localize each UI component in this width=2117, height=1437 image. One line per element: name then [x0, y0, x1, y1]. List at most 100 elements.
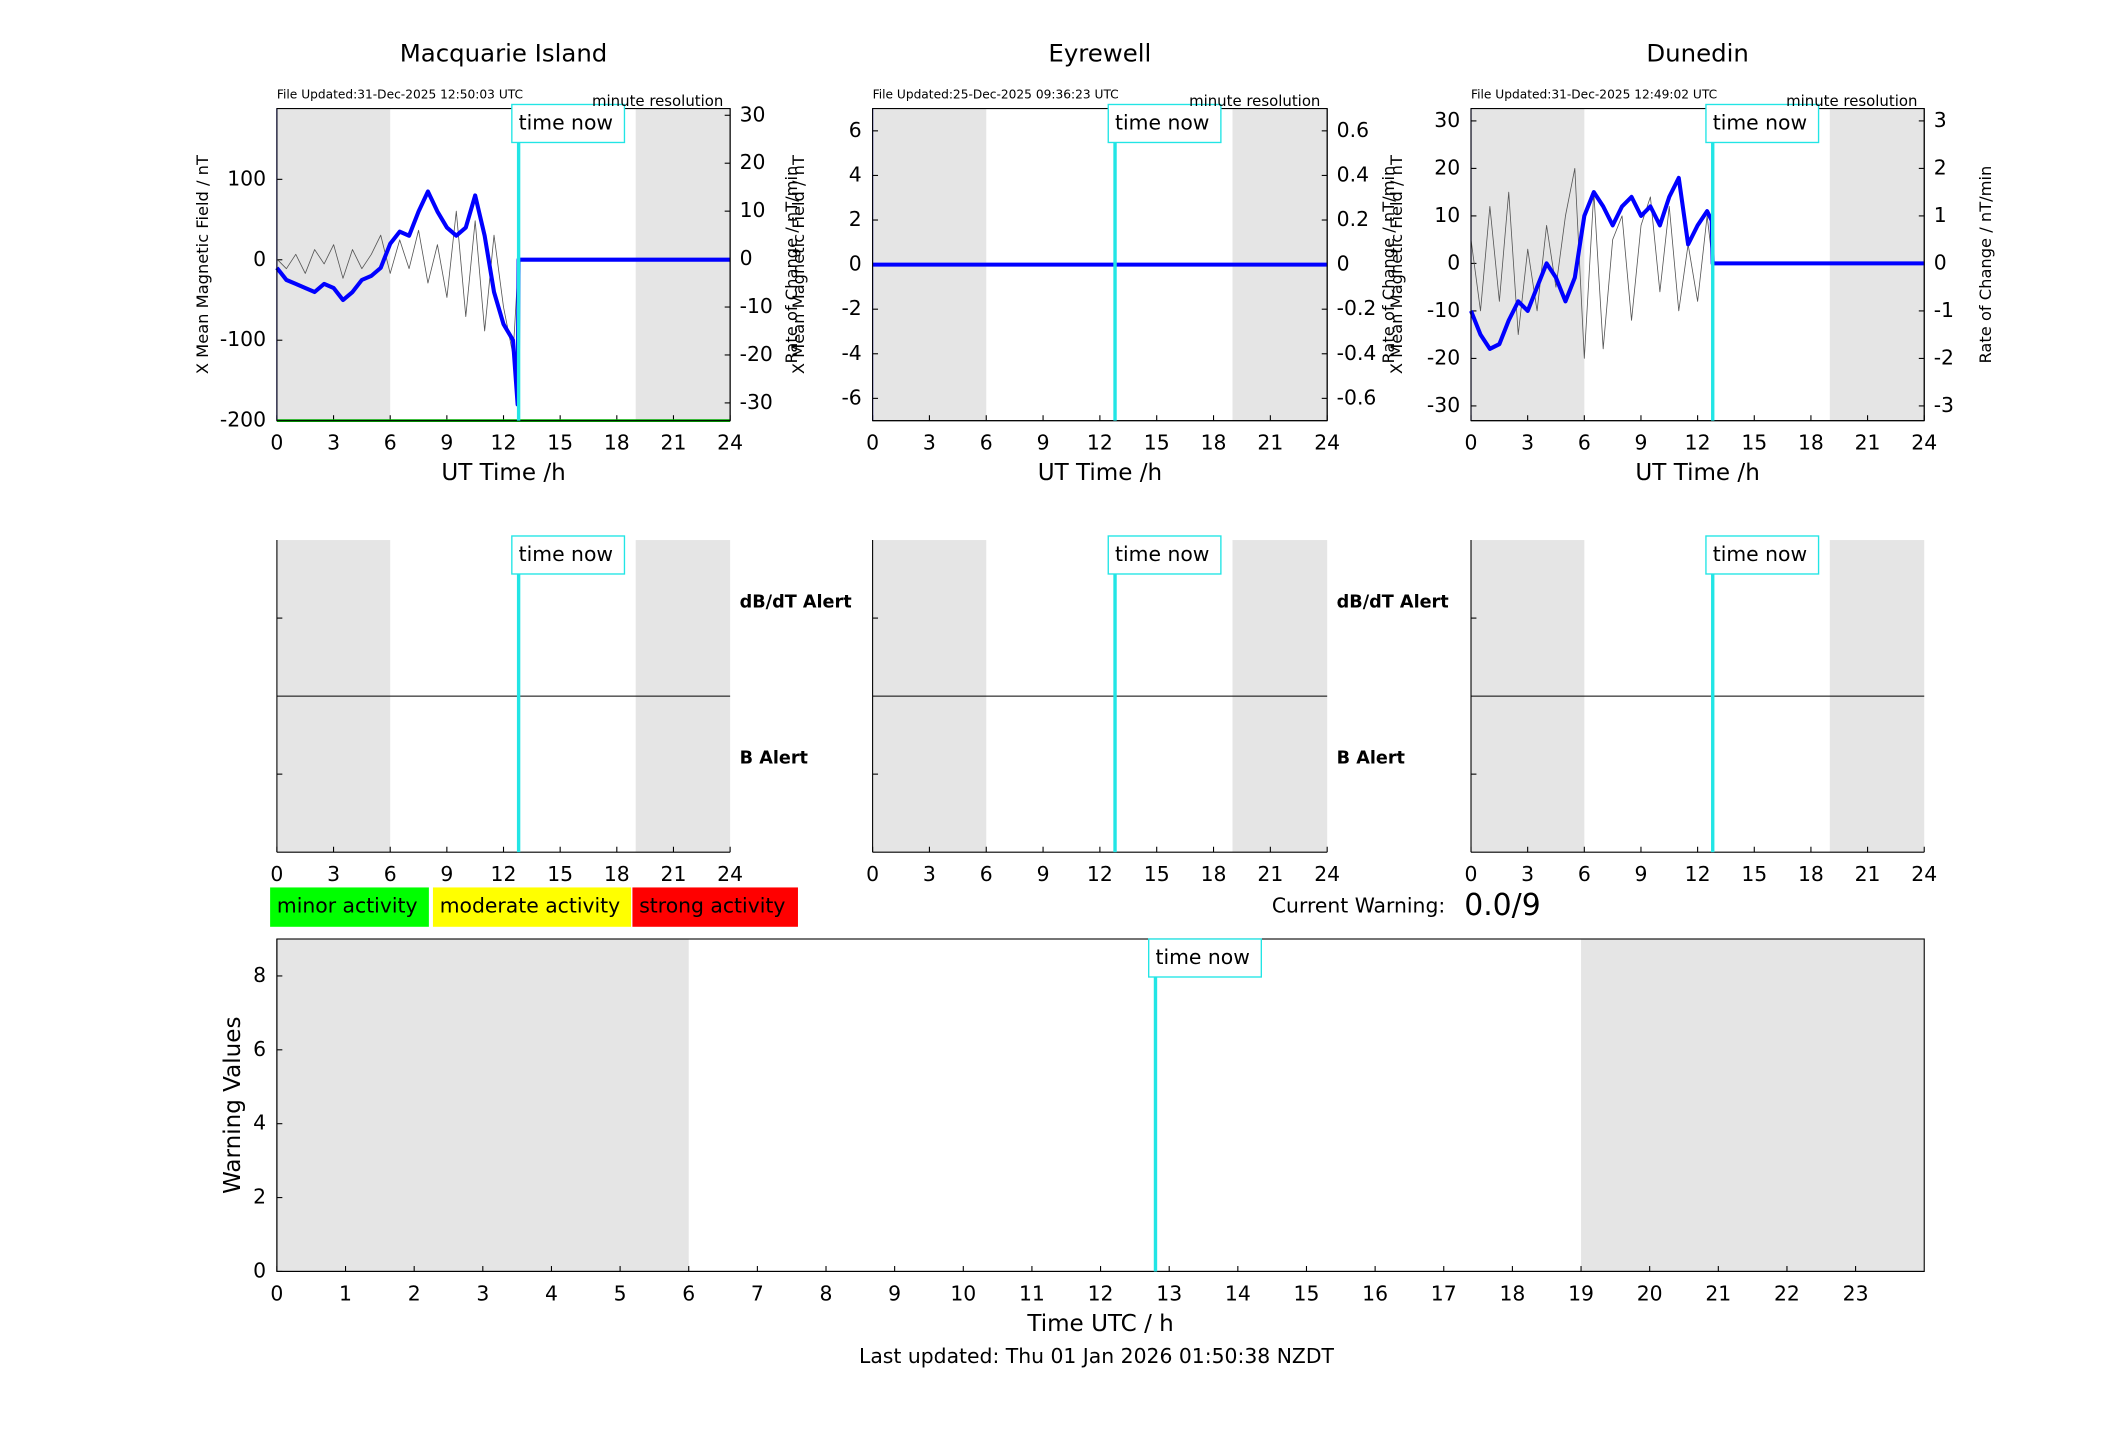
- x-tick-label: 3: [327, 862, 340, 886]
- current-warning-value: 0.0/9: [1464, 888, 1541, 923]
- x-tick-label: 16: [1362, 1282, 1388, 1306]
- resolution-note: minute resolution: [1786, 92, 1917, 110]
- x-tick-label: 6: [1578, 862, 1591, 886]
- y2-tick-label: -2: [1934, 345, 1954, 369]
- x-tick-label: 21: [661, 862, 687, 886]
- y2-axis-label: Rate of Change / nT/min: [1976, 166, 1995, 364]
- x-tick-label: 3: [476, 1282, 489, 1306]
- y-tick-label: 0: [253, 1258, 266, 1282]
- panel-title: Dunedin: [1646, 38, 1749, 67]
- x-tick-label: 9: [440, 862, 453, 886]
- time-now-label: time now: [1115, 110, 1209, 134]
- x-tick-label: 1: [339, 1282, 352, 1306]
- resolution-note: minute resolution: [592, 92, 723, 110]
- x-axis-label: Time UTC / h: [1026, 1311, 1173, 1337]
- y2-tick-label: -3: [1934, 393, 1954, 417]
- x-tick-label: 21: [1257, 862, 1283, 886]
- x-tick-label: 18: [1798, 431, 1824, 455]
- file-updated: File Updated:25-Dec-2025 09:36:23 UTC: [873, 87, 1119, 101]
- y-axis-label: X Mean Magnetic Field / nT: [1387, 155, 1406, 374]
- y2-tick-label: -0.6: [1337, 385, 1377, 409]
- y-tick-label: 4: [253, 1111, 266, 1135]
- y2-tick-label: -0.2: [1337, 296, 1377, 320]
- night-shading: [276, 939, 689, 1272]
- y2-tick-label: 0: [740, 246, 753, 270]
- y-tick-label: -4: [841, 341, 861, 365]
- x-tick-label: 10: [950, 1282, 976, 1306]
- plot-frame: [1470, 108, 1925, 422]
- x-tick-label: 19: [1568, 1282, 1594, 1306]
- y-tick-label: 4: [849, 162, 862, 186]
- y2-tick-label: 10: [740, 198, 766, 222]
- y-tick-label: -6: [841, 385, 861, 409]
- panel-title: Macquarie Island: [400, 38, 608, 67]
- x-tick-label: 21: [1855, 862, 1881, 886]
- x-tick-label: 0: [270, 862, 283, 886]
- x-tick-label: 15: [1741, 862, 1767, 886]
- y-tick-label: 2: [849, 207, 862, 231]
- x-tick-label: 0: [866, 431, 879, 455]
- x-tick-label: 15: [1144, 862, 1170, 886]
- x-tick-label: 12: [1087, 862, 1113, 886]
- activity-swatch: [270, 887, 429, 927]
- x-tick-label: 9: [888, 1282, 901, 1306]
- x-tick-label: 9: [1037, 862, 1050, 886]
- x-tick-label: 24: [717, 431, 743, 455]
- y2-tick-label: 0: [1337, 252, 1350, 276]
- y-tick-label: -2: [841, 296, 861, 320]
- y-axis-label: X Mean Magnetic Field / nT: [789, 155, 808, 374]
- x-tick-label: 24: [1911, 862, 1937, 886]
- y-tick-label: 6: [849, 118, 862, 142]
- panel-title: Eyrewell: [1048, 38, 1151, 67]
- x-tick-label: 4: [545, 1282, 558, 1306]
- x-tick-label: 9: [1634, 862, 1647, 886]
- x-tick-label: 12: [1087, 431, 1113, 455]
- y2-axis-label: Rate of Change / nT/min: [782, 166, 801, 364]
- x-tick-label: 3: [923, 862, 936, 886]
- x-tick-label: 3: [1521, 431, 1534, 455]
- plot-frame: [276, 108, 731, 422]
- x-tick-label: 18: [1499, 1282, 1525, 1306]
- x-tick-label: 3: [327, 431, 340, 455]
- time-now-label: time now: [1713, 110, 1807, 134]
- y-tick-label: 2: [253, 1185, 266, 1209]
- current-warning-label: Current Warning:: [1272, 893, 1445, 917]
- y-tick-label: 100: [227, 166, 266, 190]
- x-tick-label: 6: [1578, 431, 1591, 455]
- x-tick-label: 15: [1294, 1282, 1320, 1306]
- series-line: [275, 189, 731, 407]
- x-tick-label: 24: [1314, 431, 1340, 455]
- x-tick-label: 24: [1911, 431, 1937, 455]
- x-tick-label: 0: [1465, 431, 1478, 455]
- x-tick-label: 0: [1465, 862, 1478, 886]
- x-tick-label: 9: [1634, 431, 1647, 455]
- night-shading: [1581, 939, 1925, 1272]
- x-tick-label: 6: [980, 862, 993, 886]
- time-now-box: [1148, 938, 1262, 978]
- x-tick-label: 14: [1225, 1282, 1251, 1306]
- night-shading: [1471, 108, 1585, 421]
- x-tick-label: 18: [604, 862, 630, 886]
- night-shading: [276, 108, 391, 421]
- x-tick-label: 15: [547, 862, 573, 886]
- activity-label: minor activity: [277, 893, 418, 917]
- x-tick-label: 12: [1088, 1282, 1114, 1306]
- alert-label: B Alert: [740, 749, 809, 769]
- y-tick-label: 10: [1434, 203, 1460, 227]
- activity-label: moderate activity: [440, 893, 620, 917]
- x-tick-label: 2: [408, 1282, 421, 1306]
- y2-tick-label: 0.2: [1337, 207, 1369, 231]
- file-updated: File Updated:31-Dec-2025 12:49:02 UTC: [1471, 87, 1717, 101]
- plot-frame: [276, 938, 1925, 1272]
- y-axis-label: X Mean Magnetic Field / nT: [193, 155, 212, 374]
- y-tick-label: 0: [253, 247, 266, 271]
- activity-swatch: [432, 887, 632, 927]
- x-tick-label: 9: [440, 431, 453, 455]
- time-now-label: time now: [1713, 542, 1807, 566]
- x-tick-label: 12: [1685, 862, 1711, 886]
- x-tick-label: 3: [1521, 862, 1534, 886]
- x-tick-label: 6: [384, 431, 397, 455]
- time-now-box: [1107, 103, 1222, 144]
- x-tick-label: 8: [820, 1282, 833, 1306]
